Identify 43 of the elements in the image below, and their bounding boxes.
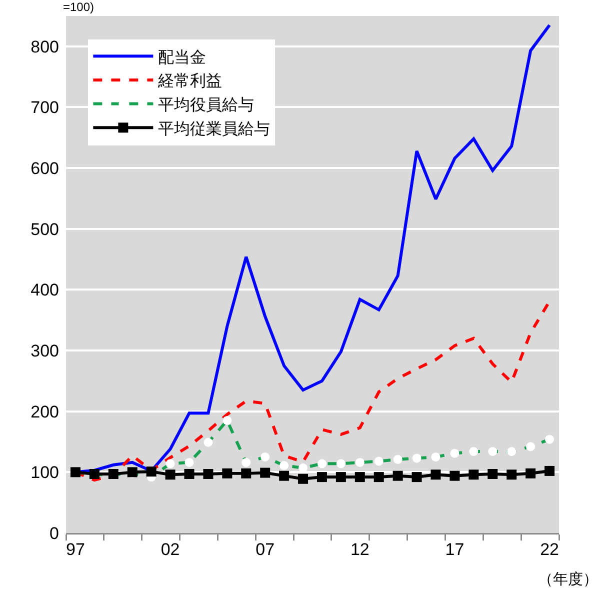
point (430, 470, 441, 480)
point (241, 468, 252, 478)
x-tick-label: 02 (160, 540, 180, 559)
y-tick-label: 500 (30, 220, 59, 239)
x-tick-label: 12 (350, 540, 370, 559)
point (412, 472, 422, 482)
legend-label: 配当金 (158, 48, 206, 66)
point (354, 472, 365, 482)
point (203, 469, 214, 479)
point (298, 474, 308, 484)
point (374, 472, 384, 482)
point (506, 470, 517, 480)
point (450, 470, 460, 481)
point (392, 470, 403, 481)
point (165, 470, 176, 480)
point (544, 466, 555, 476)
point (146, 466, 156, 477)
point (526, 468, 536, 478)
y-tick-label: 700 (30, 98, 59, 118)
y-axis-title: =100) (63, 0, 94, 14)
point (488, 469, 498, 479)
y-tick-label: 300 (30, 341, 59, 360)
point (468, 470, 479, 480)
y-tick-label: 800 (30, 37, 59, 56)
y-tick-label: 200 (30, 402, 59, 422)
point (260, 468, 270, 478)
point (316, 472, 327, 482)
x-tick-label: 22 (540, 540, 559, 559)
point (184, 469, 194, 479)
legend-label: 平均役員給与 (158, 96, 254, 114)
x-axis-title: （年度） (538, 571, 598, 588)
point (222, 468, 232, 478)
x-tick-label: 17 (445, 540, 464, 559)
point (336, 472, 346, 482)
y-tick-label: 100 (30, 463, 59, 482)
y-tick-label: 400 (30, 280, 59, 300)
y-tick-label: 600 (30, 159, 59, 178)
point (279, 470, 290, 481)
x-tick-label: 07 (256, 540, 275, 559)
legend-label: 経常利益 (157, 72, 222, 90)
y-tick-label: 0 (50, 524, 59, 543)
x-tick-label: 97 (66, 540, 85, 559)
legend-label: 平均従業員給与 (158, 120, 270, 138)
